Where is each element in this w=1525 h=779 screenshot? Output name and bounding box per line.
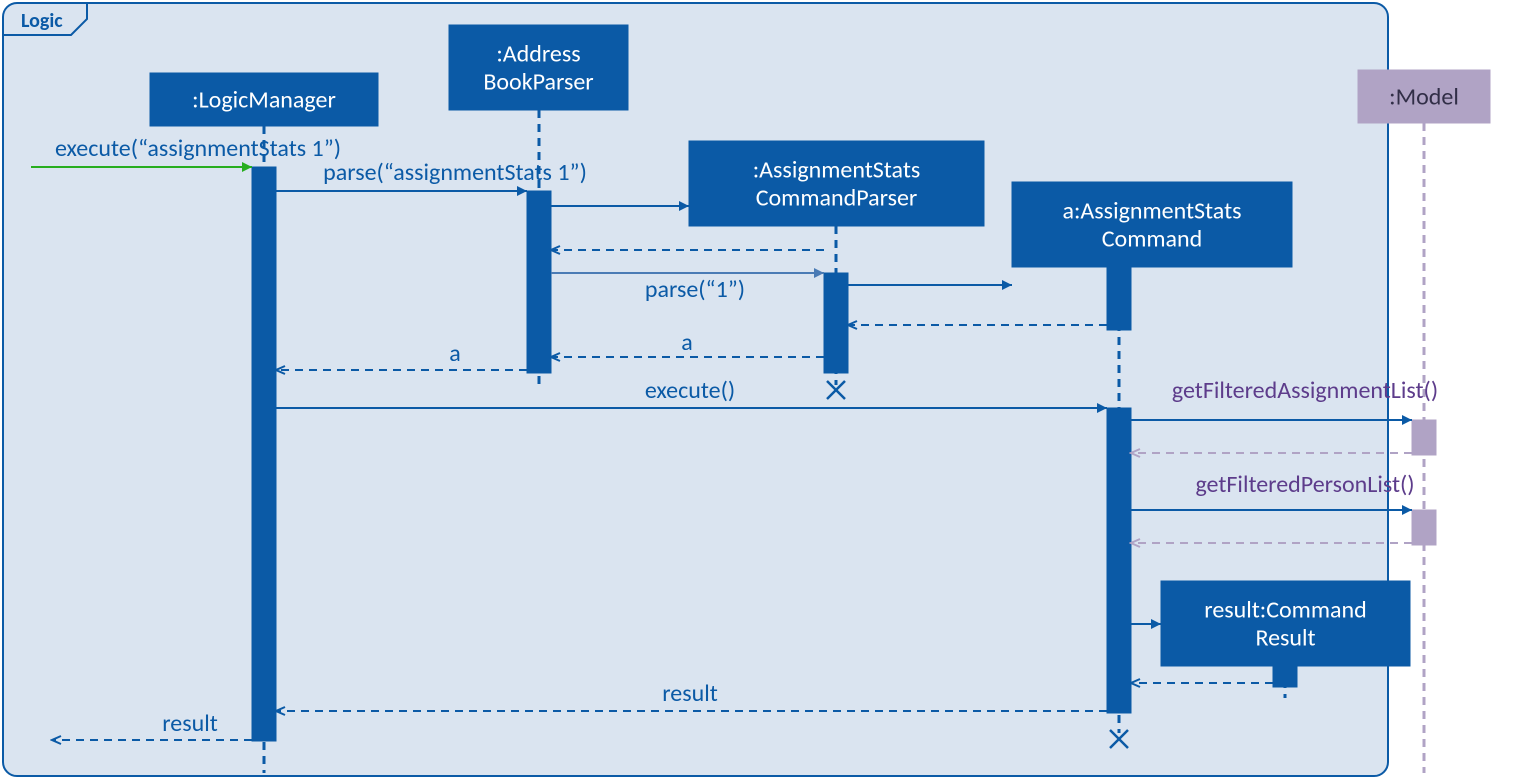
svg-text::LogicManager: :LogicManager [192, 86, 336, 115]
message-label: parse(“1”) [645, 275, 745, 304]
message-label: execute(“assignmentStats 1”) [55, 134, 341, 163]
activation-cmd-result [1273, 667, 1297, 687]
message-label: getFilteredAssignmentList() [1172, 376, 1438, 405]
activation-book-parser [527, 191, 551, 373]
message-label: execute() [645, 376, 735, 405]
activation-logic-manager [252, 167, 276, 741]
svg-text:CommandParser: CommandParser [756, 184, 918, 213]
activation-cmd-parser [824, 273, 848, 373]
svg-text::AssignmentStats: :AssignmentStats [753, 156, 921, 185]
svg-text::Model: :Model [1389, 83, 1459, 112]
message-label: a [681, 328, 693, 357]
message-label: getFilteredPersonList() [1195, 470, 1414, 499]
message-label: result [662, 679, 718, 708]
svg-text:Result: Result [1255, 624, 1315, 653]
activation-assign-cmd-2 [1107, 408, 1131, 713]
svg-text:result:Command: result:Command [1204, 596, 1366, 625]
message-label: parse(“assignmentStats 1”) [323, 158, 587, 187]
message-label: result [162, 709, 218, 738]
svg-text:a:AssignmentStats: a:AssignmentStats [1062, 197, 1241, 226]
svg-text::Address: :Address [496, 40, 580, 69]
svg-text:Command: Command [1102, 225, 1203, 254]
message-label: a [449, 339, 461, 368]
activation-assign-cmd-1 [1107, 268, 1131, 330]
activation-model-1 [1412, 420, 1436, 455]
svg-text:BookParser: BookParser [483, 68, 593, 97]
activation-model-2 [1412, 510, 1436, 545]
frame-label: Logic [21, 9, 63, 33]
